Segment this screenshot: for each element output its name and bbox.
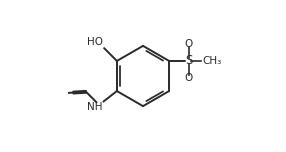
Text: O: O [184, 73, 193, 83]
Text: HO: HO [87, 37, 103, 47]
Text: O: O [184, 39, 193, 49]
Text: S: S [185, 54, 192, 67]
Text: CH₃: CH₃ [202, 56, 221, 66]
Text: NH: NH [87, 102, 103, 112]
